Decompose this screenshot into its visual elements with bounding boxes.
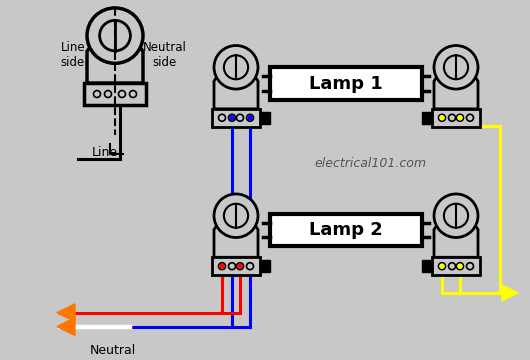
- Bar: [260, 112, 270, 124]
- Circle shape: [448, 263, 455, 270]
- Circle shape: [238, 264, 242, 268]
- Circle shape: [104, 91, 111, 98]
- Polygon shape: [214, 216, 258, 257]
- Bar: [422, 260, 432, 272]
- Circle shape: [218, 114, 225, 121]
- Circle shape: [434, 45, 478, 89]
- Circle shape: [438, 263, 446, 270]
- Circle shape: [224, 55, 248, 79]
- Circle shape: [456, 263, 464, 270]
- Bar: [422, 112, 432, 124]
- Circle shape: [440, 116, 444, 120]
- Polygon shape: [57, 318, 75, 336]
- Circle shape: [220, 264, 224, 268]
- Circle shape: [438, 114, 446, 121]
- Circle shape: [214, 194, 258, 238]
- Circle shape: [228, 114, 235, 121]
- Polygon shape: [434, 67, 478, 109]
- Circle shape: [214, 45, 258, 89]
- Text: Neutral
side: Neutral side: [143, 41, 187, 69]
- Bar: [84, 83, 146, 105]
- Circle shape: [456, 114, 464, 121]
- Circle shape: [218, 263, 225, 270]
- Text: Neutral: Neutral: [90, 345, 136, 357]
- Circle shape: [248, 116, 252, 120]
- Polygon shape: [57, 304, 75, 321]
- Bar: [432, 257, 480, 275]
- Circle shape: [458, 264, 462, 268]
- Circle shape: [458, 116, 462, 120]
- Bar: [212, 257, 260, 275]
- Circle shape: [246, 114, 253, 121]
- Circle shape: [444, 55, 468, 79]
- Bar: [260, 260, 270, 272]
- Circle shape: [466, 114, 473, 121]
- Polygon shape: [87, 36, 143, 83]
- Circle shape: [228, 263, 235, 270]
- Circle shape: [230, 116, 234, 120]
- Polygon shape: [214, 67, 258, 109]
- Bar: [270, 67, 422, 100]
- Circle shape: [434, 194, 478, 238]
- Circle shape: [236, 263, 243, 270]
- Circle shape: [444, 204, 468, 228]
- Circle shape: [440, 264, 444, 268]
- Circle shape: [246, 263, 253, 270]
- Circle shape: [466, 263, 473, 270]
- Polygon shape: [502, 285, 518, 301]
- Bar: [270, 214, 422, 246]
- Bar: [212, 109, 260, 127]
- Circle shape: [87, 8, 143, 63]
- Text: Line: Line: [92, 147, 118, 159]
- Text: electrical101.com: electrical101.com: [314, 157, 426, 170]
- Circle shape: [93, 91, 101, 98]
- Circle shape: [236, 114, 243, 121]
- Polygon shape: [434, 216, 478, 257]
- Text: Lamp 2: Lamp 2: [309, 221, 383, 239]
- Circle shape: [129, 91, 137, 98]
- Circle shape: [224, 204, 248, 228]
- Circle shape: [100, 21, 130, 51]
- Text: Line
side: Line side: [61, 41, 85, 69]
- Bar: [432, 109, 480, 127]
- Circle shape: [448, 114, 455, 121]
- Text: Lamp 1: Lamp 1: [309, 75, 383, 93]
- Circle shape: [119, 91, 126, 98]
- Polygon shape: [58, 319, 74, 334]
